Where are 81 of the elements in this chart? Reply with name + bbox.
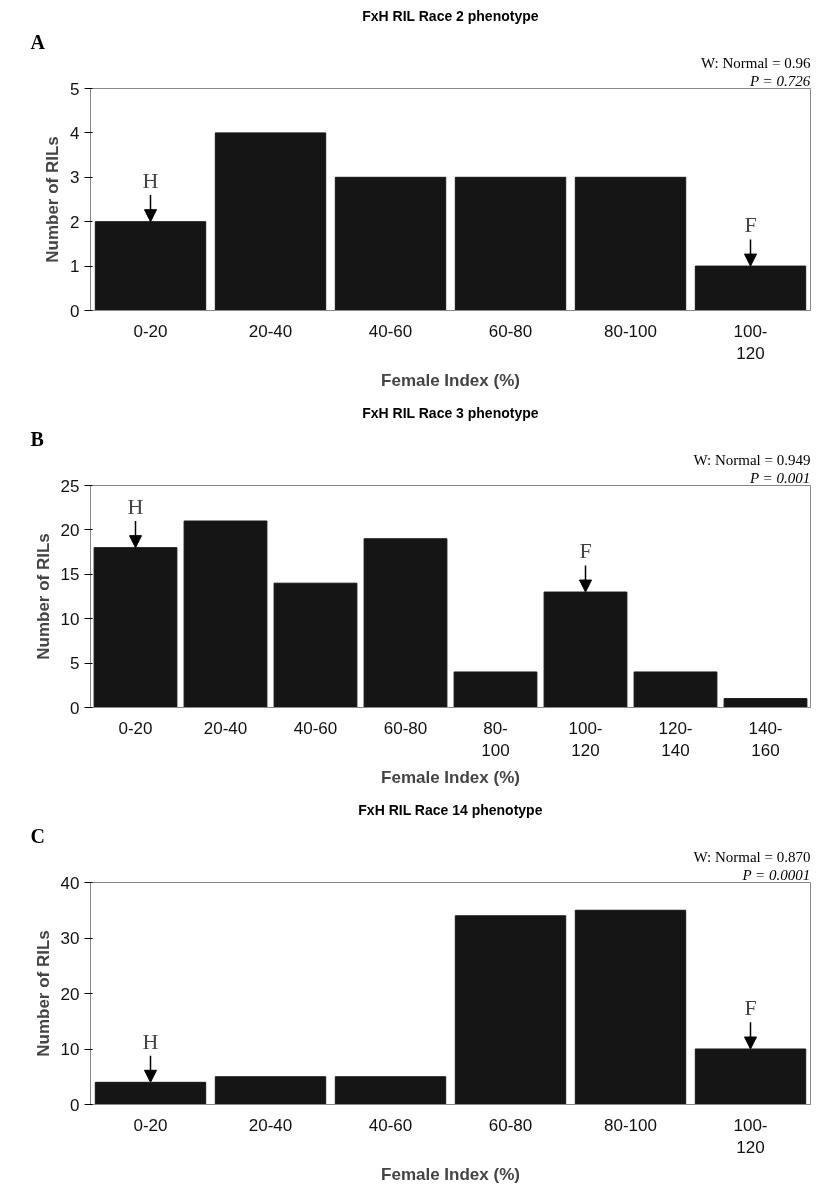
y-tick-label: 40 [60, 873, 80, 893]
bar [334, 1076, 447, 1105]
x-tick-label: 60-80 [383, 718, 428, 738]
annotation: H [142, 168, 159, 194]
y-tick-label: 30 [60, 929, 80, 948]
x-tick-label: 100-120 [568, 718, 603, 761]
annotation: F [744, 212, 757, 238]
bar [694, 1048, 807, 1105]
x-axis-title: Female Index (%) [381, 371, 520, 391]
x-tick-label: 100-120 [733, 321, 768, 364]
y-tick-label: 3 [70, 168, 80, 188]
y-tick-label: 10 [60, 1040, 80, 1059]
x-tick-label: 60-80 [488, 321, 533, 341]
x-tick-label: 100-120 [733, 1115, 768, 1158]
x-tick-label: 120-140 [658, 718, 693, 761]
y-tick-label: 0 [70, 1095, 80, 1115]
bar [214, 132, 327, 311]
bar [454, 176, 567, 311]
bar [334, 176, 447, 311]
x-tick-label: 140-160 [748, 718, 783, 761]
chart-title: FxH RIL Race 2 phenotype [362, 7, 539, 24]
bar [273, 582, 358, 708]
bar [214, 1076, 327, 1105]
x-tick-label: 40-60 [293, 718, 338, 738]
y-tick-label: 20 [60, 520, 80, 540]
y-axis-title: Number of RILs [33, 930, 53, 1057]
bar [94, 1081, 207, 1105]
x-axis-title: Female Index (%) [381, 1165, 520, 1185]
x-tick-label: 0-20 [133, 321, 168, 341]
bar [574, 176, 687, 311]
y-axis-title: Number of RILs [43, 136, 63, 263]
text: W: Normal = 0.870 [693, 848, 811, 865]
text: P = 0.0001 [741, 866, 811, 883]
y-tick-label: 2 [70, 212, 80, 232]
x-tick-label: 60-80 [488, 1115, 533, 1135]
x-tick-label: 20-40 [248, 321, 293, 341]
text: W: Normal = 0.949 [693, 451, 811, 468]
bar [574, 909, 687, 1105]
bar [543, 591, 628, 708]
x-tick-label: 40-60 [368, 321, 413, 341]
x-tick-label: 0-20 [133, 1115, 168, 1135]
bar [183, 520, 268, 708]
x-tick-label: 40-60 [368, 1115, 413, 1135]
annotation: H [127, 494, 144, 520]
text: A [30, 30, 46, 53]
y-axis-title: Number of RILs [33, 533, 53, 660]
x-tick-label: 80-100 [481, 718, 510, 761]
y-tick-label: 1 [70, 257, 80, 277]
y-tick-label: 25 [60, 476, 80, 496]
y-tick-label: 0 [70, 698, 80, 718]
x-tick-label: 20-40 [203, 718, 248, 738]
x-tick-label: 80-100 [604, 321, 657, 341]
bar [454, 915, 567, 1105]
y-tick-label: 20 [60, 984, 80, 1004]
x-tick-label: 20-40 [248, 1115, 293, 1135]
bar [93, 547, 178, 708]
y-tick-label: 5 [70, 79, 80, 99]
text: W: Normal = 0.96 [700, 54, 811, 71]
annotation: P = 0.726 [748, 72, 811, 89]
bar [94, 221, 207, 311]
bar [363, 538, 448, 708]
bar [453, 671, 538, 708]
y-tick-label: 15 [60, 565, 80, 585]
text: C [30, 824, 45, 847]
bar [723, 698, 808, 708]
y-tick-label: 10 [60, 609, 80, 629]
x-tick-label: 80-100 [604, 1115, 657, 1135]
chart-title: FxH RIL Race 3 phenotype [362, 404, 539, 421]
y-tick-label: 5 [70, 654, 80, 674]
annotation: F [744, 995, 757, 1021]
annotation: F [579, 538, 592, 564]
text: B [30, 427, 44, 450]
annotation: H [142, 1028, 159, 1054]
y-tick-label: 4 [70, 123, 80, 143]
x-axis-title: Female Index (%) [381, 768, 520, 788]
bar [694, 265, 807, 311]
bar [633, 671, 718, 708]
annotation: P = 0.001 [748, 469, 811, 486]
chart-title: FxH RIL Race 14 phenotype [358, 801, 543, 818]
y-tick-label: 0 [70, 301, 80, 321]
x-tick-label: 0-20 [118, 718, 153, 738]
